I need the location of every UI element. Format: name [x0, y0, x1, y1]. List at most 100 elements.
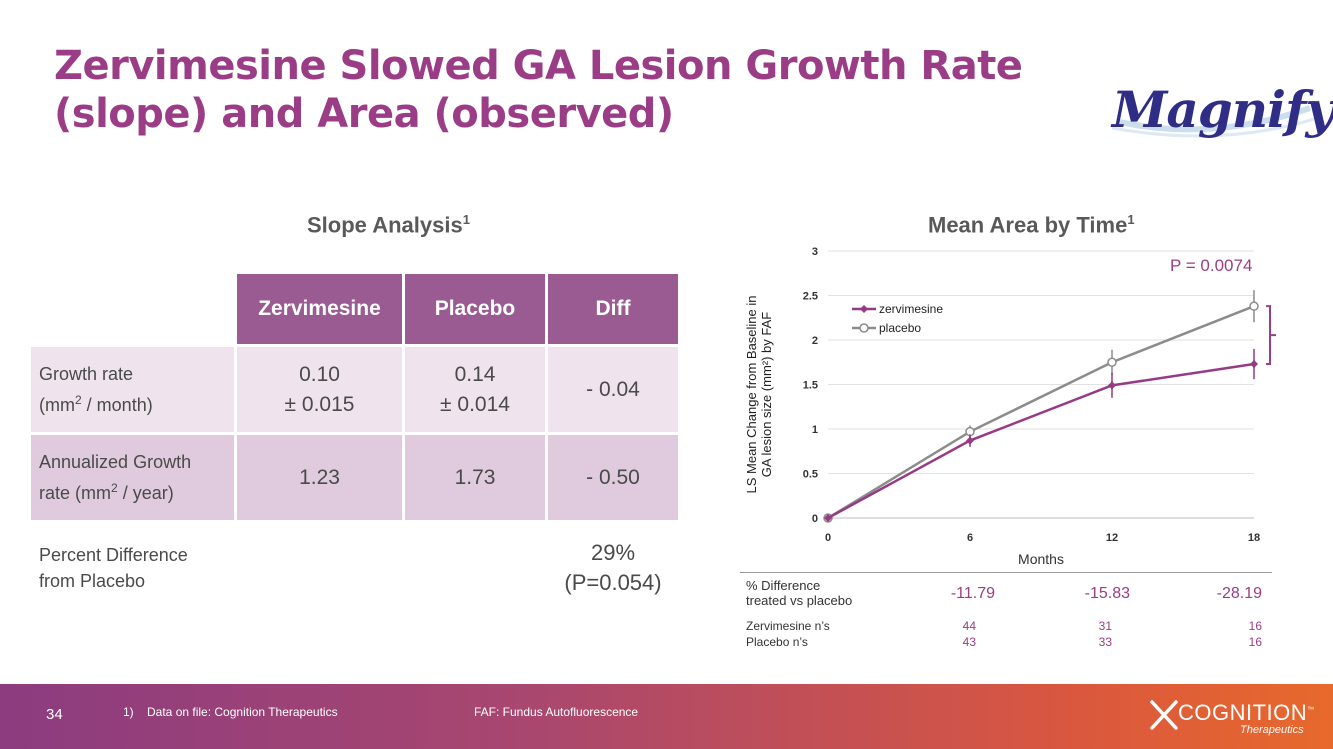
y-axis-title-line-2: GA lesion size (mm²) by FAF	[759, 312, 774, 477]
row-label-percent-difference: Percent Difference from Placebo	[31, 523, 234, 613]
x-tick-label: 6	[967, 532, 973, 544]
title-line-2: (slope) and Area (observed)	[54, 91, 674, 137]
annualized-label-line-1: Annualized Growth	[39, 452, 192, 472]
area-title-sup: 1	[1127, 212, 1135, 227]
x-axis-title: Months	[1018, 551, 1064, 567]
footnote-data-source: 1) Data on file: Cognition Therapeutics	[123, 705, 338, 719]
inner-bracket	[1266, 305, 1271, 366]
percent-difference-value: 29% (P=0.054)	[548, 523, 678, 613]
cognition-name-text: COGNITION	[1178, 700, 1308, 725]
slope-analysis-title: Slope Analysis1	[307, 212, 470, 238]
zervimesine-point	[1108, 381, 1116, 390]
growth-rate-label-line-2: (mm2 / month)	[39, 387, 234, 418]
growth-rate-diff: - 0.04	[548, 347, 678, 432]
growth-rate-zervimesine: 0.10 ± 0.015	[237, 347, 402, 432]
slope-analysis-table: Zervimesine Placebo Diff Growth rate (mm…	[28, 271, 681, 616]
x-tick-label: 0	[825, 532, 831, 544]
placebo-n-month-18: 16	[1248, 635, 1262, 649]
zerv-n-month-6: 44	[962, 619, 976, 633]
annualized-unit-pre: rate (mm	[39, 483, 111, 503]
percent-p-value: (P=0.054)	[564, 570, 662, 595]
percent-empty-2	[405, 523, 545, 613]
page-number: 34	[46, 706, 63, 723]
y-tick-label: 3	[812, 246, 818, 258]
y-tick-label: 2.5	[803, 291, 818, 303]
table-row: Growth rate (mm2 / month) 0.10 ± 0.015 0…	[31, 347, 678, 432]
growth-rate-label-line-1: Growth rate	[39, 364, 134, 384]
legend-zervimesine-label: zervimesine	[879, 302, 943, 316]
slope-title-sup: 1	[462, 212, 470, 227]
table-row: Percent Difference from Placebo 29% (P=0…	[31, 523, 678, 613]
percent-empty-1	[237, 523, 402, 613]
chart-stats-table: % Difference treated vs placebo -11.79 -…	[740, 572, 1272, 649]
pct-diff-label-line-2: treated vs placebo	[746, 593, 853, 608]
pct-diff-label: % Difference treated vs placebo	[746, 578, 852, 608]
legend-placebo-label: placebo	[879, 321, 921, 335]
zervimesine-point	[1250, 360, 1258, 369]
placebo-n-label: Placebo n’s	[746, 635, 808, 649]
table-header-row: Zervimesine Placebo Diff	[31, 274, 678, 344]
percent-label-line-1: Percent Difference	[39, 545, 188, 565]
placebo-n-month-6: 43	[962, 635, 976, 649]
growth-rate-unit-pre: (mm	[39, 395, 75, 415]
cognition-x-icon	[1150, 700, 1178, 730]
row-label-growth-rate: Growth rate (mm2 / month)	[31, 347, 234, 432]
legend-placebo-marker	[859, 323, 869, 333]
growth-rate-placebo: 0.14 ± 0.014	[405, 347, 545, 432]
annualized-unit-post: / year)	[117, 483, 174, 503]
footnote-faf: FAF: Fundus Autofluorescence	[474, 705, 639, 719]
percent-label-line-2: from Placebo	[39, 571, 146, 591]
zervimesine-point	[966, 436, 974, 445]
x-tick-label: 18	[1248, 532, 1260, 544]
percent-value: 29%	[590, 540, 636, 565]
zervimesine-n-label: Zervimesine n’s	[746, 619, 830, 633]
y-tick-label: 1	[812, 424, 818, 436]
mean-area-title: Mean Area by Time1	[928, 212, 1135, 238]
y-axis-title-line-1: LS Mean Change from Baseline in	[744, 295, 759, 493]
growth-rate-placebo-error: ± 0.014	[440, 392, 510, 416]
annualized-unit-sup: 2	[111, 481, 118, 495]
mean-area-chart: 0 0.5 1 1.5 2 2.5 3 0 6 12 18 Months LS Mean Change …	[744, 246, 1276, 567]
placebo-n-month-12: 33	[1098, 635, 1112, 649]
header-zervimesine: Zervimesine	[237, 274, 402, 344]
pct-diff-month-18: -28.19	[1216, 585, 1262, 602]
slope-title-text: Slope Analysis	[307, 212, 463, 238]
zervimesine-point	[824, 514, 832, 522]
pct-diff-label-line-1: % Difference	[746, 578, 821, 593]
pct-diff-month-6: -11.79	[950, 585, 995, 602]
zervimesine-series-line	[827, 362, 1255, 520]
area-title-text: Mean Area by Time	[928, 212, 1128, 238]
growth-rate-unit-post: / month)	[81, 395, 153, 415]
zerv-n-month-12: 31	[1098, 619, 1112, 633]
annualized-label-line-2: rate (mm2 / year)	[39, 475, 234, 506]
legend-zervimesine-marker	[860, 305, 868, 313]
cognition-subtitle: Therapeutics	[1240, 724, 1304, 736]
header-diff: Diff	[548, 274, 678, 344]
y-tick-label: 1.5	[803, 380, 818, 392]
header-blank-cell	[31, 274, 234, 344]
cognition-name: COGNITION™	[1178, 700, 1315, 726]
magnify-logo-text: Magnify	[1112, 80, 1333, 139]
title-line-1: Zervimesine Slowed GA Lesion Growth Rate	[54, 43, 1023, 89]
annualized-zervimesine: 1.23	[237, 435, 402, 520]
annualized-placebo: 1.73	[405, 435, 545, 520]
annualized-diff: - 0.50	[548, 435, 678, 520]
x-tick-label: 12	[1106, 532, 1118, 544]
footer-bar: 34 1) Data on file: Cognition Therapeuti…	[0, 684, 1333, 749]
header-placebo: Placebo	[405, 274, 545, 344]
growth-rate-zerv-value: 0.10	[299, 362, 340, 386]
row-label-annualized: Annualized Growth rate (mm2 / year)	[31, 435, 234, 520]
y-tick-label: 0	[812, 513, 818, 525]
placebo-point	[1249, 301, 1259, 311]
p-value-label: P = 0.0074	[1170, 256, 1253, 275]
cognition-tm: ™	[1307, 706, 1315, 714]
growth-rate-zerv-error: ± 0.015	[284, 392, 355, 416]
cognition-logo: COGNITION™ Therapeutics	[1150, 698, 1320, 738]
magnify-logo: Magnify	[1112, 78, 1333, 142]
magnify-logo-swoosh	[1112, 105, 1317, 138]
table-row: Annualized Growth rate (mm2 / year) 1.23…	[31, 435, 678, 520]
placebo-point	[1107, 357, 1117, 367]
page-title: Zervimesine Slowed GA Lesion Growth Rate…	[54, 42, 1054, 138]
zerv-n-month-18: 16	[1248, 619, 1262, 633]
placebo-series-line	[827, 305, 1255, 520]
